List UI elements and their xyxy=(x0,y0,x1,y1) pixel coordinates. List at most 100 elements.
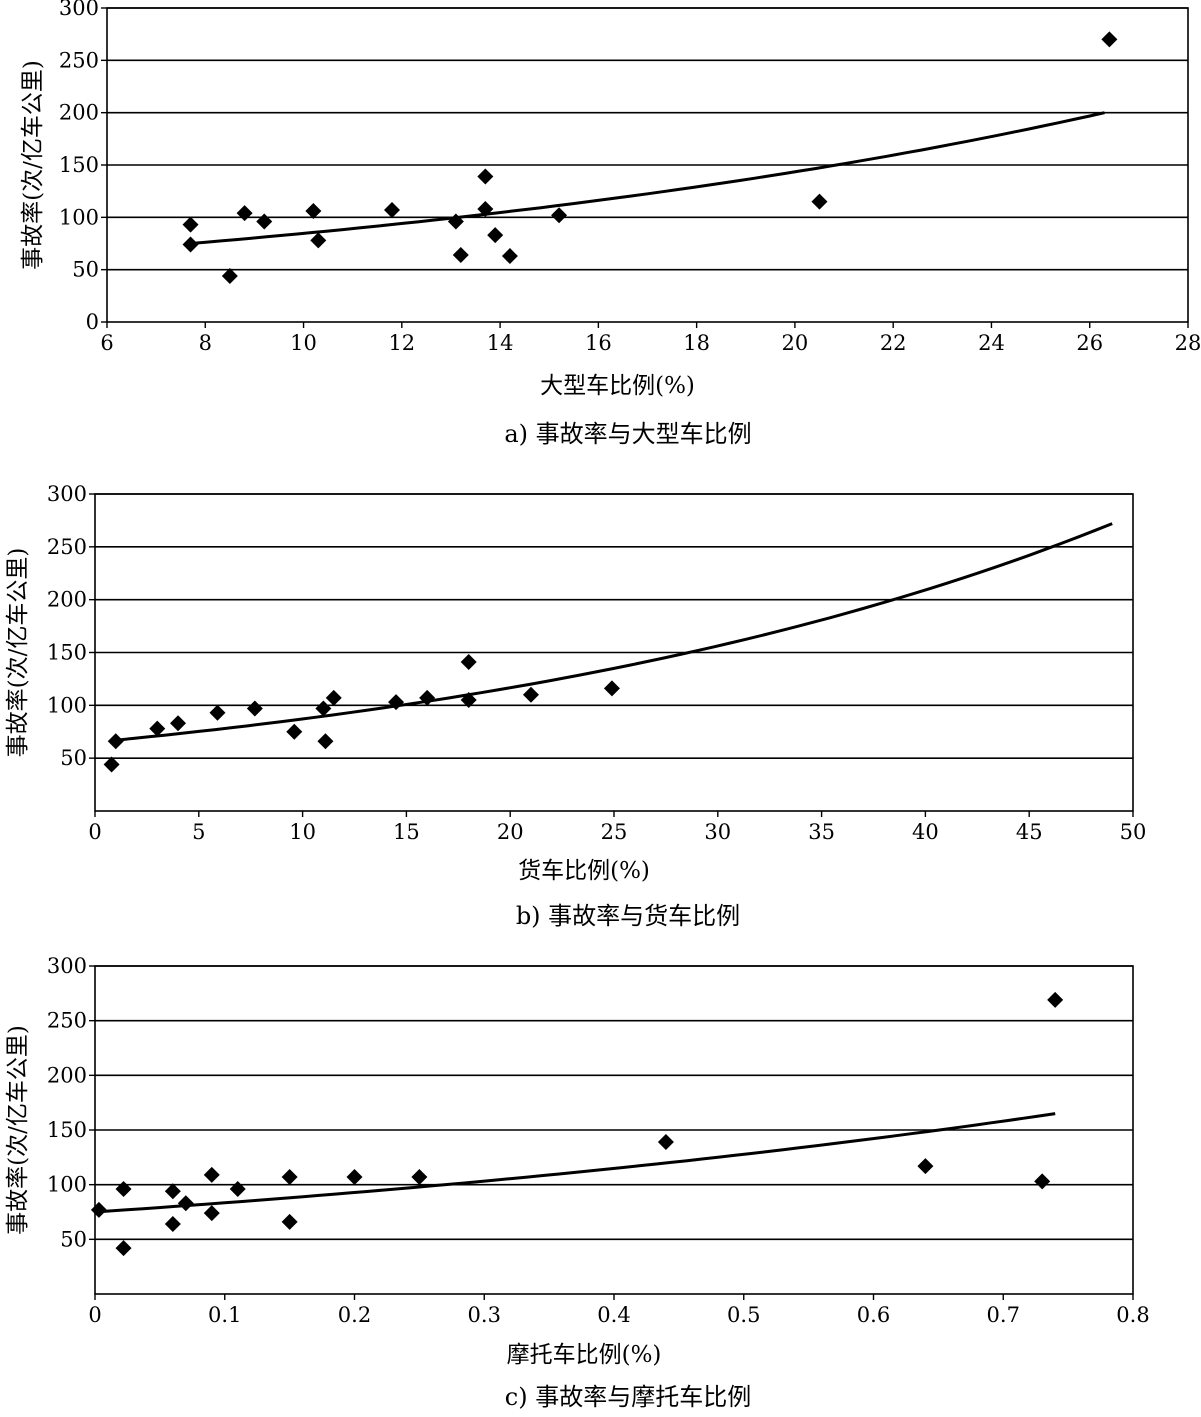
chart-a-data-point xyxy=(305,203,322,220)
chart-a-x-tick-label: 14 xyxy=(487,331,514,355)
chart-a-y-tick-label: 0 xyxy=(86,310,99,334)
chart-a-data-point xyxy=(487,227,504,244)
chart-a-x-tick-label: 20 xyxy=(782,331,809,355)
chart-a-y-tick-label: 200 xyxy=(59,101,99,125)
chart-b-data-point xyxy=(246,700,263,717)
chart-b-y-tick-label: 50 xyxy=(60,746,87,770)
chart-a-x-tick-label: 22 xyxy=(880,331,907,355)
chart-a-y-tick-label: 150 xyxy=(59,153,99,177)
chart-c-data-point xyxy=(164,1183,181,1200)
chart-a-data-point xyxy=(383,202,400,219)
chart-a-y-tick-label: 100 xyxy=(59,205,99,229)
chart-c-data-point xyxy=(177,1195,194,1212)
chart-b-trendline xyxy=(115,522,1113,742)
chart-b-y-tick-label: 150 xyxy=(47,641,87,665)
chart-a-trendline xyxy=(190,111,1105,245)
chart-a-y-tick-label: 50 xyxy=(72,258,99,282)
chart-c-data-point xyxy=(203,1205,220,1222)
chart-a-data-point xyxy=(310,232,327,249)
chart-c-trendline xyxy=(94,1112,1056,1214)
chart-b-y-axis-label: 事故率(次/亿车公里) xyxy=(5,548,31,758)
chart-c-data-point xyxy=(1047,991,1064,1008)
chart-b: 50 100 150 200 250 300 0 5 10 15 20 25 30 35 40 45 50 事故率… xyxy=(5,482,1146,930)
chart-c-data-point xyxy=(203,1166,220,1183)
chart-a-x-tick-label: 26 xyxy=(1076,331,1103,355)
chart-c-data-point xyxy=(229,1181,246,1198)
chart-b-data-point xyxy=(286,723,303,740)
chart-b-data-point xyxy=(103,756,120,773)
chart-a-x-tick-label: 10 xyxy=(290,331,317,355)
chart-c-y-tick-label: 50 xyxy=(60,1227,87,1251)
chart-a-data-point xyxy=(1101,31,1118,48)
chart-a-caption: a) 事故率与大型车比例 xyxy=(504,420,751,448)
chart-b-y-tick-label: 250 xyxy=(47,535,87,559)
chart-c-data-point xyxy=(164,1216,181,1233)
chart-b-y-tick-label: 100 xyxy=(47,693,87,717)
chart-b-x-tick-label: 40 xyxy=(912,820,939,844)
chart-b-x-axis-label: 货车比例(%) xyxy=(518,858,650,884)
chart-a-data-point xyxy=(447,213,464,230)
chart-b-data-point xyxy=(315,700,332,717)
chart-a-data-point xyxy=(501,248,518,265)
chart-b-data-point xyxy=(460,692,477,709)
chart-a-x-tick-label: 8 xyxy=(199,331,212,355)
chart-b-data-point xyxy=(325,689,342,706)
chart-a-data-point xyxy=(256,213,273,230)
chart-b-data-point xyxy=(170,715,187,732)
chart-c-x-tick-label: 0.1 xyxy=(208,1303,241,1327)
chart-c-data-point xyxy=(115,1240,132,1257)
chart-a-y-axis-label: 事故率(次/亿车公里) xyxy=(20,60,46,270)
chart-c-y-tick-label: 200 xyxy=(47,1063,87,1087)
chart-b-x-tick-label: 0 xyxy=(88,820,101,844)
chart-c-x-tick-label: 0.8 xyxy=(1116,1303,1149,1327)
chart-b-y-tick-label: 200 xyxy=(47,588,87,612)
chart-a-data-point xyxy=(182,216,199,233)
chart-c-x-axis-label: 摩托车比例(%) xyxy=(507,1342,662,1368)
chart-b-x-tick-label: 15 xyxy=(393,820,420,844)
chart-c-data-point xyxy=(115,1181,132,1198)
chart-b-x-tick-label: 25 xyxy=(601,820,628,844)
chart-b-y-tick-label: 300 xyxy=(47,482,87,506)
chart-a-x-tick-label: 28 xyxy=(1175,331,1201,355)
chart-c: 50 100 150 200 250 300 0 0.1 0.2 0.3 0.4 0.5 0.6 0.7 0… xyxy=(5,954,1150,1411)
chart-a-x-tick-label: 24 xyxy=(978,331,1005,355)
chart-b-x-tick-label: 50 xyxy=(1120,820,1147,844)
chart-b-data-point xyxy=(149,720,166,737)
chart-b-data-point xyxy=(419,689,436,706)
chart-c-x-tick-label: 0.7 xyxy=(987,1303,1020,1327)
chart-c-y-tick-label: 300 xyxy=(47,954,87,978)
chart-a-data-point xyxy=(477,168,494,185)
chart-c-data-point xyxy=(411,1169,428,1186)
chart-a-y-tick-label: 250 xyxy=(59,48,99,72)
chart-c-y-tick-label: 150 xyxy=(47,1118,87,1142)
chart-a-data-point xyxy=(221,267,238,284)
chart-c-data-point xyxy=(346,1169,363,1186)
chart-a-x-axis-label: 大型车比例(%) xyxy=(540,373,695,399)
chart-c-data-point xyxy=(917,1158,934,1175)
chart-c-data-point xyxy=(281,1213,298,1230)
chart-b-caption: b) 事故率与货车比例 xyxy=(516,902,740,930)
chart-b-x-tick-label: 20 xyxy=(497,820,524,844)
chart-b-x-tick-label: 35 xyxy=(808,820,835,844)
chart-a-data-point xyxy=(811,193,828,210)
chart-a-data-point xyxy=(236,205,253,222)
chart-a-data-point xyxy=(551,207,568,224)
chart-c-x-tick-label: 0.2 xyxy=(338,1303,371,1327)
chart-b-data-point xyxy=(603,680,620,697)
chart-b-data-point xyxy=(107,733,124,750)
chart-c-data-point xyxy=(281,1169,298,1186)
chart-b-data-point xyxy=(317,733,334,750)
chart-c-y-tick-label: 100 xyxy=(47,1173,87,1197)
chart-c-x-tick-label: 0 xyxy=(88,1303,101,1327)
chart-c-data-point xyxy=(90,1201,107,1218)
chart-c-x-tick-label: 0.3 xyxy=(468,1303,501,1327)
chart-c-data-point xyxy=(657,1134,674,1151)
chart-b-data-point xyxy=(209,704,226,721)
chart-a-data-point xyxy=(182,236,199,253)
chart-a-x-tick-label: 12 xyxy=(388,331,415,355)
chart-b-data-point xyxy=(460,654,477,671)
chart-a-y-tick-label: 300 xyxy=(59,0,99,20)
chart-c-caption: c) 事故率与摩托车比例 xyxy=(505,1383,751,1411)
chart-b-data-point xyxy=(522,686,539,703)
